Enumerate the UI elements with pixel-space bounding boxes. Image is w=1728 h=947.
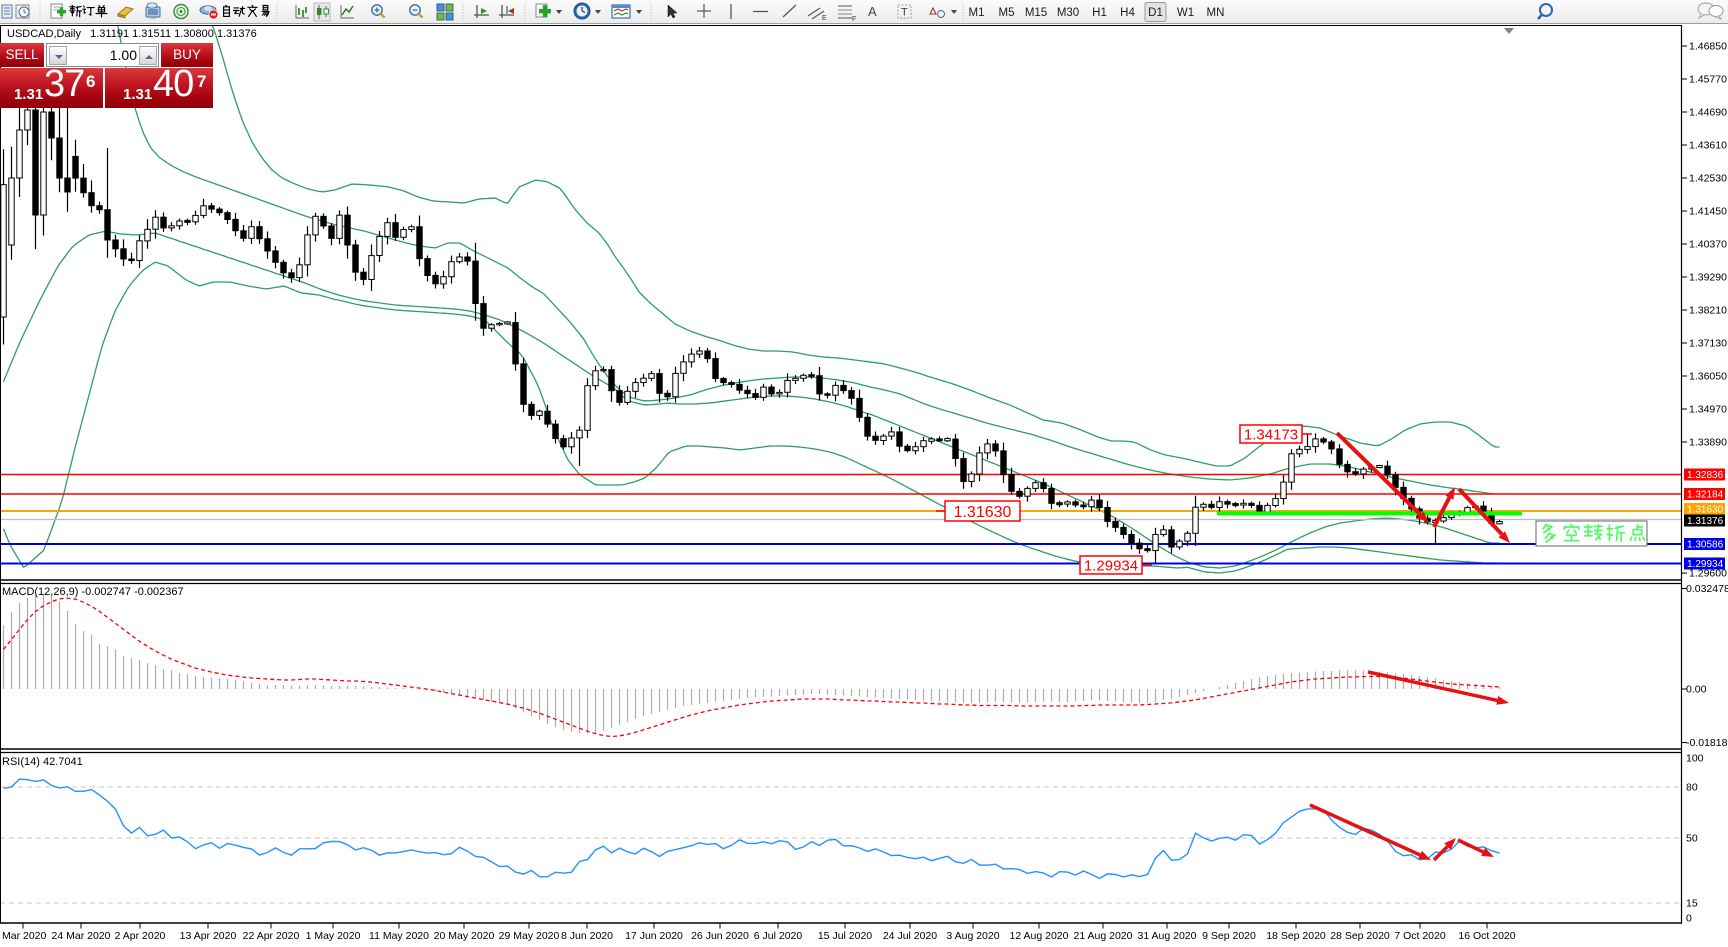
- svg-text:6 Jul 2020: 6 Jul 2020: [754, 930, 803, 942]
- svg-text:12 Aug 2020: 12 Aug 2020: [1010, 930, 1069, 942]
- svg-text:1.37130: 1.37130: [1689, 338, 1727, 350]
- svg-text:1.31376: 1.31376: [1687, 516, 1724, 527]
- svg-text:1.32184: 1.32184: [1687, 490, 1724, 501]
- svg-text:1.40370: 1.40370: [1689, 239, 1727, 251]
- svg-text:1.39290: 1.39290: [1689, 272, 1727, 284]
- svg-text:USDCAD,Daily 1.31191 1.31511: USDCAD,Daily 1.31191 1.31511 1.30800 1.3…: [7, 28, 257, 40]
- svg-text:22 Apr 2020: 22 Apr 2020: [243, 930, 300, 942]
- svg-text:29 May 2020: 29 May 2020: [499, 930, 560, 942]
- svg-text:1.44690: 1.44690: [1689, 107, 1727, 119]
- svg-text:100: 100: [1686, 753, 1704, 765]
- svg-text:H1: H1: [1092, 7, 1107, 19]
- svg-text:W1: W1: [1177, 7, 1194, 19]
- svg-text:MN: MN: [1207, 7, 1225, 19]
- svg-text:1.36050: 1.36050: [1689, 371, 1727, 383]
- svg-text:1.31630: 1.31630: [954, 504, 1012, 521]
- svg-text:1 May 2020: 1 May 2020: [306, 930, 361, 942]
- svg-text:D1: D1: [1148, 7, 1163, 19]
- svg-text:16 Oct 2020: 16 Oct 2020: [1458, 930, 1515, 942]
- svg-text:F: F: [852, 16, 856, 23]
- svg-text:1.30586: 1.30586: [1687, 540, 1724, 551]
- svg-text:11 May 2020: 11 May 2020: [369, 930, 429, 942]
- svg-text:1.29934: 1.29934: [1687, 559, 1724, 570]
- svg-text:1.33890: 1.33890: [1689, 437, 1727, 449]
- svg-text:E: E: [822, 15, 827, 22]
- svg-text:0: 0: [1686, 913, 1692, 925]
- svg-text:1.32836: 1.32836: [1687, 470, 1724, 481]
- svg-text:17 Jun 2020: 17 Jun 2020: [625, 930, 683, 942]
- svg-text:31 Aug 2020: 31 Aug 2020: [1138, 930, 1197, 942]
- svg-text:24 Jul 2020: 24 Jul 2020: [883, 930, 937, 942]
- svg-text:M30: M30: [1057, 7, 1079, 19]
- svg-text:1.42530: 1.42530: [1689, 173, 1727, 185]
- svg-text:1.34970: 1.34970: [1689, 404, 1727, 416]
- svg-text:1.45770: 1.45770: [1689, 74, 1727, 86]
- svg-text:13 Apr 2020: 13 Apr 2020: [180, 930, 237, 942]
- svg-text:A: A: [868, 4, 877, 19]
- svg-text:3 Aug 2020: 3 Aug 2020: [946, 930, 999, 942]
- svg-text:1.38210: 1.38210: [1689, 305, 1727, 317]
- svg-text:T: T: [901, 7, 908, 19]
- svg-text:2 Apr 2020: 2 Apr 2020: [115, 930, 166, 942]
- svg-text:MACD(12,26,9) -0.002747 -0.002: MACD(12,26,9) -0.002747 -0.002367: [2, 586, 184, 598]
- svg-text:28 Sep 2020: 28 Sep 2020: [1330, 930, 1390, 942]
- svg-text:0.00: 0.00: [1686, 684, 1707, 696]
- svg-text:26 Jun 2020: 26 Jun 2020: [691, 930, 749, 942]
- svg-text:M1: M1: [969, 7, 985, 19]
- svg-text:1.31630: 1.31630: [1687, 505, 1724, 516]
- svg-text:1.29934: 1.29934: [1084, 557, 1138, 574]
- svg-text:0.032478: 0.032478: [1686, 583, 1728, 595]
- svg-text:7 Oct 2020: 7 Oct 2020: [1394, 930, 1446, 942]
- svg-text:1.43610: 1.43610: [1689, 140, 1727, 152]
- svg-text:50: 50: [1686, 833, 1698, 845]
- svg-text:H4: H4: [1120, 7, 1135, 19]
- svg-text:24 Mar 2020: 24 Mar 2020: [52, 930, 111, 942]
- svg-text:9 Sep 2020: 9 Sep 2020: [1202, 930, 1256, 942]
- svg-text:1.41450: 1.41450: [1689, 206, 1727, 218]
- svg-text:M5: M5: [999, 7, 1015, 19]
- svg-text:-0.018182: -0.018182: [1686, 737, 1728, 749]
- svg-text:21 Aug 2020: 21 Aug 2020: [1074, 930, 1133, 942]
- svg-text:20 May 2020: 20 May 2020: [434, 930, 495, 942]
- svg-text:18 Sep 2020: 18 Sep 2020: [1266, 930, 1326, 942]
- svg-text:1.46850: 1.46850: [1689, 41, 1727, 53]
- svg-text:M15: M15: [1025, 7, 1047, 19]
- svg-text:8 Jun 2020: 8 Jun 2020: [561, 930, 613, 942]
- svg-text:1.29600: 1.29600: [1689, 568, 1727, 580]
- svg-text:Mar 2020: Mar 2020: [2, 930, 47, 942]
- svg-text:80: 80: [1686, 782, 1698, 794]
- svg-text:1.34173: 1.34173: [1244, 426, 1298, 443]
- svg-text:15: 15: [1686, 898, 1698, 910]
- svg-text:RSI(14) 42.7041: RSI(14) 42.7041: [2, 756, 83, 768]
- svg-text:15 Jul 2020: 15 Jul 2020: [818, 930, 872, 942]
